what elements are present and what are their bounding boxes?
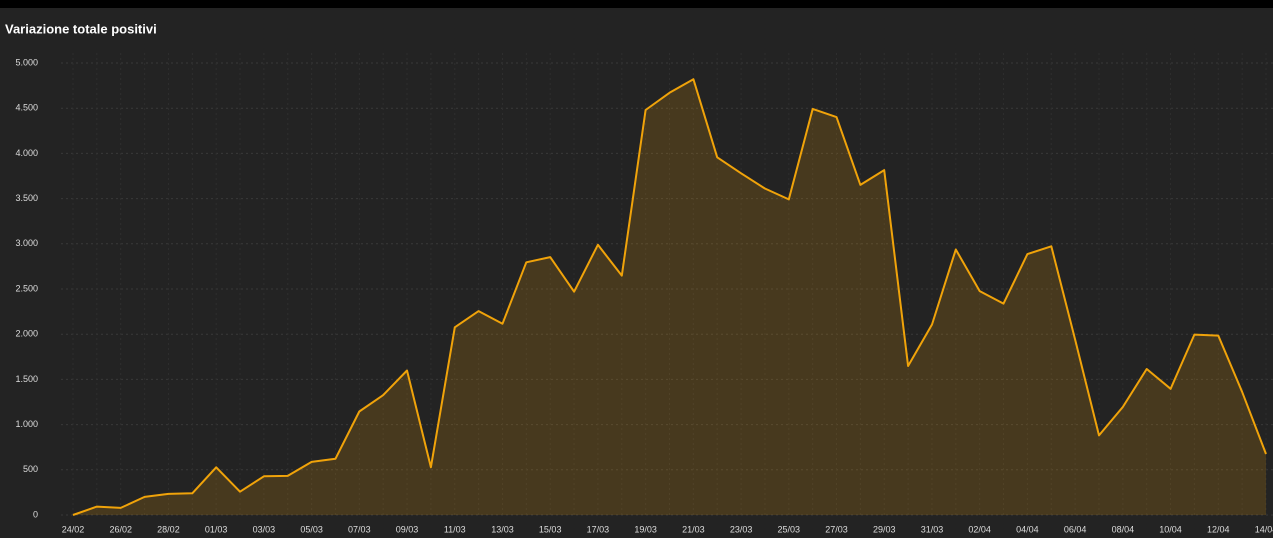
x-tick-label: 04/04 — [1016, 524, 1039, 534]
x-tick-label: 15/03 — [539, 524, 562, 534]
y-tick-label: 0 — [33, 509, 38, 519]
x-tick-label: 10/04 — [1159, 524, 1182, 534]
y-tick-label: 2.500 — [15, 283, 38, 293]
x-tick-label: 28/02 — [157, 524, 180, 534]
x-tick-label: 02/04 — [968, 524, 991, 534]
y-tick-label: 500 — [23, 464, 38, 474]
x-tick-label: 14/04 — [1255, 524, 1273, 534]
x-tick-label: 07/03 — [348, 524, 371, 534]
top-bar — [0, 0, 1273, 8]
x-tick-label: 25/03 — [778, 524, 801, 534]
y-tick-label: 1.500 — [15, 374, 38, 384]
x-tick-label: 03/03 — [253, 524, 276, 534]
x-tick-label: 26/02 — [109, 524, 132, 534]
y-tick-label: 4.500 — [15, 103, 38, 113]
area — [73, 79, 1266, 515]
x-tick-label: 12/04 — [1207, 524, 1230, 534]
x-tick-label: 05/03 — [300, 524, 323, 534]
x-tick-label: 23/03 — [730, 524, 753, 534]
y-tick-label: 3.000 — [15, 238, 38, 248]
x-tick-label: 24/02 — [62, 524, 85, 534]
x-tick-label: 09/03 — [396, 524, 419, 534]
x-tick-label: 06/04 — [1064, 524, 1087, 534]
x-tick-label: 29/03 — [873, 524, 896, 534]
x-tick-label: 27/03 — [825, 524, 848, 534]
y-tick-label: 5.000 — [15, 57, 38, 67]
x-tick-label: 11/03 — [444, 524, 466, 534]
y-tick-label: 3.500 — [15, 193, 38, 203]
x-tick-label: 13/03 — [491, 524, 514, 534]
x-tick-label: 08/04 — [1112, 524, 1135, 534]
x-tick-label: 31/03 — [921, 524, 944, 534]
chart-title: Variazione totale positivi — [5, 21, 157, 36]
y-tick-label: 1.000 — [15, 419, 38, 429]
x-tick-label: 21/03 — [682, 524, 705, 534]
x-tick-label: 01/03 — [205, 524, 228, 534]
line — [72, 78, 1267, 516]
y-tick-label: 2.000 — [15, 329, 38, 339]
y-tick-label: 4.000 — [15, 148, 38, 158]
x-tick-label: 17/03 — [587, 524, 610, 534]
x-tick-label: 19/03 — [634, 524, 657, 534]
